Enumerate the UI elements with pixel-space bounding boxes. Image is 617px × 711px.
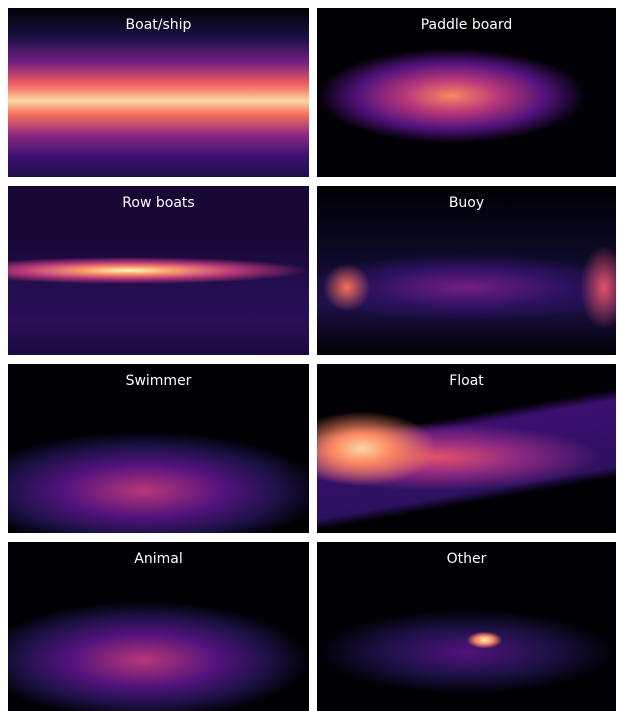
panel-title: Animal (8, 551, 309, 567)
panel-title: Row boats (8, 195, 309, 211)
heatmap-panel: Buoy (317, 186, 616, 355)
heatmap-panel: Row boats (8, 186, 309, 355)
page: Boat/ship Paddle board Row boats Buoy Sw… (0, 0, 617, 711)
panel-title: Float (317, 373, 616, 389)
heatmap-panel: Swimmer (8, 364, 309, 533)
panel-title: Other (317, 551, 616, 567)
heatmap-panel: Other (317, 542, 616, 711)
panel-title: Swimmer (8, 373, 309, 389)
heatmap-panel: Paddle board (317, 8, 616, 177)
panel-title: Paddle board (317, 17, 616, 33)
heatmap-panel: Animal (8, 542, 309, 711)
panel-title: Buoy (317, 195, 616, 211)
heatmap-panel: Boat/ship (8, 8, 309, 177)
panel-title: Boat/ship (8, 17, 309, 33)
heatmap-panel: Float (317, 364, 616, 533)
